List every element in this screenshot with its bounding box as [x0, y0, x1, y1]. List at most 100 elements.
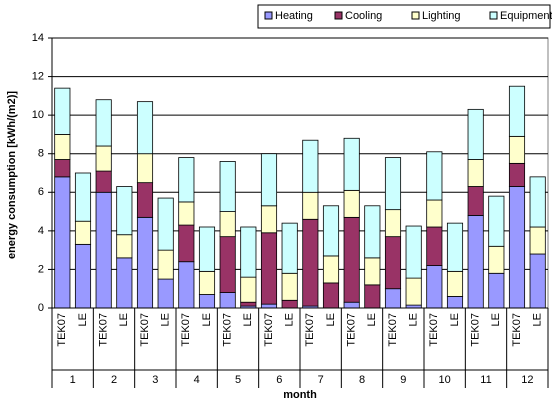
x-tick-label: LE: [366, 313, 378, 326]
bar-segment: [529, 176, 546, 228]
bar-segment: [136, 101, 154, 155]
bar-segment: [384, 288, 402, 309]
bar-segment: [302, 139, 319, 193]
bar-segment: [219, 292, 236, 309]
bar-segment: [488, 272, 505, 309]
x-tick-label: LE: [118, 313, 130, 326]
bar-segment: [426, 226, 443, 266]
bar-segment: [54, 159, 71, 178]
bar-segment: [446, 270, 464, 297]
group-label: 9: [400, 374, 406, 386]
bar-segment: [508, 186, 526, 309]
bar-segment: [281, 272, 298, 301]
group-label: 10: [439, 374, 451, 386]
bar-segment: [116, 257, 133, 309]
group-label: 11: [480, 374, 491, 386]
bar-segment: [405, 225, 422, 279]
bar-segment: [116, 186, 133, 236]
bar-segment: [74, 220, 92, 245]
x-tick-label: TEK07: [470, 313, 482, 347]
bar-segment: [240, 276, 257, 303]
bar-segment: [54, 134, 71, 160]
bar-segment: [136, 182, 154, 218]
group-label: 7: [318, 374, 324, 386]
x-tick-label: LE: [408, 313, 420, 326]
bar-segment: [157, 197, 174, 251]
group-label: 1: [70, 374, 76, 386]
group-label: 2: [111, 374, 117, 386]
group-label: 3: [152, 374, 158, 386]
bar-segment: [240, 301, 257, 307]
bar-segment: [364, 205, 381, 259]
bar-segment: [529, 226, 546, 255]
bar-segment: [488, 195, 505, 247]
bar-segment: [343, 189, 360, 218]
bar-segment: [426, 151, 443, 201]
bar-segment: [157, 249, 174, 280]
bar-segment: [198, 226, 216, 272]
x-tick-label: TEK07: [346, 313, 358, 347]
legend-swatch: [264, 11, 273, 20]
bar-segment: [364, 284, 381, 309]
bar-segment: [488, 245, 505, 274]
bar-segment: [446, 296, 464, 309]
x-axis-label: month: [283, 389, 317, 401]
bar-segment: [219, 161, 236, 212]
bar-segment: [95, 99, 112, 147]
bar-segment: [343, 216, 360, 303]
x-tick-label: LE: [77, 313, 89, 326]
x-tick-label: TEK07: [222, 313, 234, 347]
x-tick-label: TEK07: [139, 313, 151, 347]
bar-segment: [54, 87, 71, 135]
x-tick-label: TEK07: [180, 313, 192, 347]
bar-segment: [529, 253, 546, 309]
bar-segment: [281, 299, 298, 309]
bar-segment: [198, 294, 216, 309]
bar-segment: [157, 278, 174, 309]
y-tick-label: 2: [38, 263, 44, 275]
y-tick-label: 4: [38, 225, 44, 237]
bar-segment: [136, 216, 154, 309]
bar-segment: [343, 137, 360, 191]
bar-segment: [260, 205, 278, 234]
bar-segment: [136, 153, 154, 184]
bar-segment: [467, 215, 484, 309]
bar-segment: [508, 162, 526, 187]
bar-segment: [74, 172, 92, 222]
x-tick-label: LE: [242, 313, 254, 326]
bar-segment: [178, 157, 195, 203]
group-label: 4: [194, 374, 200, 386]
bar-segment: [74, 243, 92, 309]
bar-segment: [219, 211, 236, 238]
bar-segment: [178, 224, 195, 263]
bar-segment: [302, 191, 319, 220]
bar-segment: [219, 236, 236, 293]
bar-segment: [467, 108, 484, 160]
x-tick-label: LE: [532, 313, 544, 326]
legend-label: Heating: [275, 10, 313, 22]
bar-segment: [467, 159, 484, 187]
bar-segment: [260, 232, 278, 305]
x-tick-label: LE: [160, 313, 172, 326]
bar-segment: [508, 135, 526, 164]
bar-segment: [302, 218, 319, 307]
bar-segment: [322, 205, 340, 257]
bar-segment: [322, 282, 340, 309]
x-tick-label: LE: [201, 313, 213, 326]
group-label: 8: [359, 374, 365, 386]
bar-segment: [343, 301, 360, 309]
bar-segment: [260, 303, 278, 309]
legend-swatch: [489, 11, 498, 20]
legend-label: Equipment: [500, 10, 552, 22]
bar-segment: [198, 270, 216, 295]
x-tick-label: LE: [449, 313, 461, 326]
bar-segment: [95, 145, 112, 172]
legend-swatch: [334, 11, 343, 20]
bar-segment: [178, 261, 195, 309]
x-tick-label: TEK07: [387, 313, 399, 347]
group-label: 12: [521, 374, 533, 386]
bar-segment: [364, 257, 381, 286]
bar-segment: [95, 170, 112, 193]
x-tick-label: LE: [284, 313, 296, 326]
